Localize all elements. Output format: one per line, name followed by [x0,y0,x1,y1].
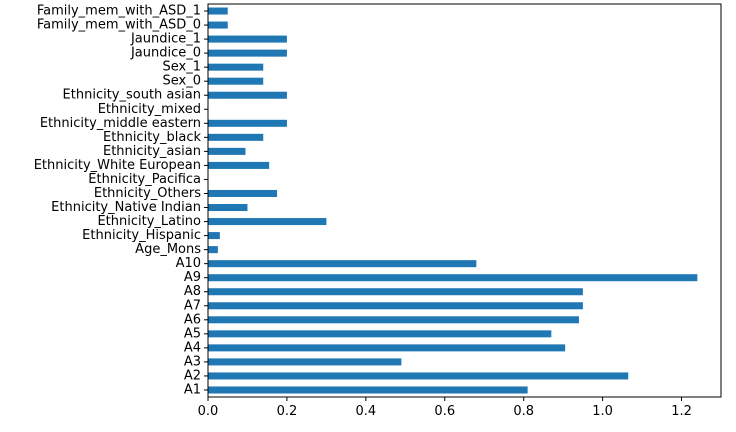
bar-ethnicity-others [208,189,278,197]
bar-ethnicity-middle-eastern [208,119,287,127]
bar-a7 [208,302,583,310]
bar-family-mem-with-asd-1 [208,7,228,15]
category-labels-group: A1A2A3A4A5A6A7A8A9A10Age_MonsEthnicity_H… [34,4,208,397]
category-label: A7 [184,298,201,313]
bar-a2 [208,372,629,380]
category-label: Ethnicity_Latino [97,214,201,229]
category-label: A3 [184,354,201,369]
category-label: A4 [184,340,201,355]
category-label: Ethnicity_Hispanic [82,228,201,243]
bar-ethnicity-latino [208,218,327,226]
category-label: A6 [184,312,201,327]
x-tick-label: 0.0 [198,404,219,419]
category-label: Ethnicity_Others [94,186,201,201]
bar-a9 [208,274,698,282]
x-tick-label: 0.2 [277,404,298,419]
category-label: A10 [176,256,201,271]
category-label: A5 [184,326,201,341]
bar-jaundice-0 [208,49,287,57]
category-label: Ethnicity_Native Indian [51,200,201,215]
bar-ethnicity-asian [208,147,246,155]
category-label: A1 [184,382,201,397]
category-label: A8 [184,284,201,299]
bar-ethnicity-black [208,133,264,141]
category-label: Ethnicity_mixed [98,102,201,117]
bars-group [208,7,698,394]
category-label: Age_Mons [135,242,201,257]
category-label: Sex_1 [163,60,202,75]
category-label: Jaundice_1 [130,32,201,47]
bar-a5 [208,330,552,338]
bar-sex-0 [208,77,264,85]
bar-a10 [208,260,477,268]
x-tick-label: 0.4 [356,404,377,419]
category-label: A2 [184,368,201,383]
bar-a4 [208,344,566,352]
bar-age-mons [208,246,218,254]
bar-a8 [208,288,583,296]
bar-ethnicity-hispanic [208,232,220,240]
category-label: Ethnicity_White European [34,158,201,173]
x-ticks-group: 0.0 0.2 0.4 0.6 0.8 1.0 1.2 [198,397,692,419]
x-tick-label: 1.0 [592,404,613,419]
bar-ethnicity-white-european [208,161,270,169]
bar-jaundice-1 [208,35,287,43]
bar-ethnicity-native-indian [208,204,248,212]
x-tick-label: 0.6 [434,404,455,419]
category-label: Ethnicity_black [103,130,201,145]
bar-a1 [208,386,528,394]
bar-sex-1 [208,63,264,71]
category-label: Family_mem_with_ASD_1 [37,4,201,19]
category-label: Ethnicity_south asian [63,88,201,103]
x-tick-label: 0.8 [513,404,534,419]
bar-family-mem-with-asd-0 [208,21,228,29]
category-label: A9 [184,270,201,285]
category-label: Ethnicity_Pacifica [88,172,201,187]
plot-frame [207,3,722,398]
category-label: Sex_0 [163,74,202,89]
category-label: Ethnicity_asian [103,144,201,159]
category-label: Family_mem_with_ASD_0 [37,18,201,33]
category-label: Ethnicity_middle eastern [40,116,201,131]
x-tick-label: 1.2 [671,404,692,419]
bar-a3 [208,358,402,366]
bar-ethnicity-south-asian [208,91,287,99]
bar-a6 [208,316,579,324]
category-label: Jaundice_0 [130,46,201,61]
